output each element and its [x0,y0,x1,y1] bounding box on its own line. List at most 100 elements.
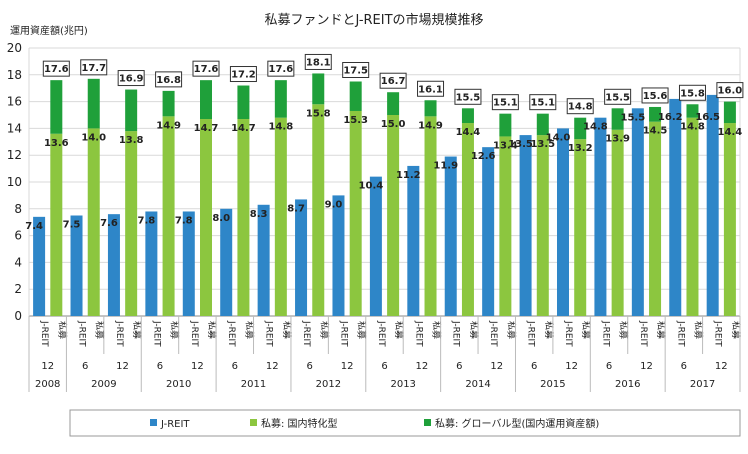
bar-jreit [631,108,644,316]
category-label-jreit: J-REIT [376,320,386,347]
bar-private-domestic [574,139,587,316]
bar-private-global [536,113,549,136]
data-label-jreit: 9.0 [325,199,343,210]
total-label: 17.2 [231,70,256,81]
data-label-jreit: 8.3 [250,209,268,220]
data-label-jreit: 7.5 [63,220,81,231]
year-label: 2011 [241,379,266,390]
bar-jreit [482,147,495,316]
bar-jreit [407,165,420,316]
data-label-jreit: 8.0 [212,213,230,224]
legend-box [69,409,741,437]
category-label-jreit: J-REIT [226,320,236,347]
total-label-box [529,94,557,111]
bar-private-domestic [237,119,250,317]
bar-private-domestic [162,116,175,316]
data-label-private-domestic: 14.8 [680,122,705,133]
bar-private-domestic [50,133,63,316]
month-label: 6 [456,361,462,372]
category-label-private: 私募 [692,321,704,339]
data-label-private-domestic: 14.9 [418,120,443,131]
total-label: 17.7 [81,63,106,74]
data-label-private-domestic: 13.8 [119,135,144,146]
data-label-private-domestic: 14.0 [81,132,106,143]
month-label: 6 [681,361,687,372]
total-label: 15.5 [456,92,481,103]
data-label-jreit: 7.4 [25,221,43,232]
bar-private-domestic [274,117,287,317]
data-label-jreit: 7.6 [100,218,118,229]
category-label-private: 私募 [169,321,181,339]
total-label-box [641,87,669,104]
category-label-jreit: J-REIT [638,320,648,347]
bar-jreit [70,215,83,316]
chart-title: 私募ファンドとJ-REITの市場規模推移 [264,12,483,28]
total-label-box [342,62,370,78]
data-label-private-domestic: 14.4 [456,127,481,138]
category-label-private: 私募 [131,321,143,339]
total-label: 14.8 [568,102,593,113]
month-label: 6 [232,361,238,372]
category-label-jreit: J-REIT [413,320,423,347]
bar-private-domestic [611,129,624,316]
category-label-private: 私募 [318,321,330,339]
total-label-box [716,82,744,99]
month-label: 12 [416,361,429,372]
month-label: 6 [381,361,387,372]
y-tick-label: 2 [14,282,22,296]
bar-private-global [125,89,138,132]
total-label: 15.1 [493,98,518,109]
total-label: 17.6 [194,64,219,75]
total-label-box [566,98,594,115]
data-label-jreit: 7.8 [138,215,156,226]
bar-private-domestic [424,116,437,316]
data-label-private-domestic: 14.4 [718,127,743,138]
bar-private-global [461,108,474,124]
year-label: 2008 [35,379,60,390]
data-label-private-domestic: 14.8 [268,122,293,133]
total-label: 17.5 [343,66,368,77]
total-label-box [192,60,220,77]
category-label-jreit: J-REIT [114,320,124,347]
bar-private-domestic [499,136,512,316]
category-label-private: 私募 [543,321,555,339]
bar-private-domestic [723,123,736,316]
month-label: 6 [157,361,163,372]
total-label-box [454,88,482,105]
category-label-private: 私募 [468,321,480,339]
category-label-jreit: J-REIT [563,320,573,347]
total-label-box [117,70,145,87]
total-label-box [304,53,332,70]
bar-private-domestic [349,110,362,316]
data-label-jreit: 14.8 [583,122,608,133]
category-label-private: 私募 [618,321,630,339]
bar-jreit [220,208,233,316]
data-label-private-domestic: 15.0 [381,119,406,130]
bar-private-global [686,104,699,118]
bar-private-domestic [536,135,549,316]
category-label-jreit: J-REIT [264,320,274,347]
category-label-jreit: J-REIT [151,320,161,347]
data-label-private-domestic: 15.3 [343,115,368,126]
total-label-box [379,72,407,89]
year-label: 2013 [390,379,415,390]
category-label-jreit: J-REIT [526,320,536,347]
bar-private-global [611,108,624,130]
data-label-jreit: 11.2 [396,170,421,181]
y-tick-label: 12 [7,148,22,162]
bar-private-global [200,80,213,120]
data-label-private-domestic: 15.8 [306,108,331,119]
month-label: 12 [191,361,204,372]
total-label-box [155,71,183,88]
month-label: 12 [490,361,503,372]
legend: J-REIT 私募: 国内特化型 私募: グローバル型(国内運用資産額) [69,409,741,437]
year-label: 2009 [91,379,116,390]
data-label-jreit: 16.2 [658,112,683,123]
bar-private-global [387,92,400,115]
total-label-box [491,94,519,111]
y-tick-label: 16 [7,95,22,109]
category-label-private: 私募 [505,321,517,339]
total-label: 16.1 [418,84,443,95]
total-label: 16.0 [718,86,743,97]
